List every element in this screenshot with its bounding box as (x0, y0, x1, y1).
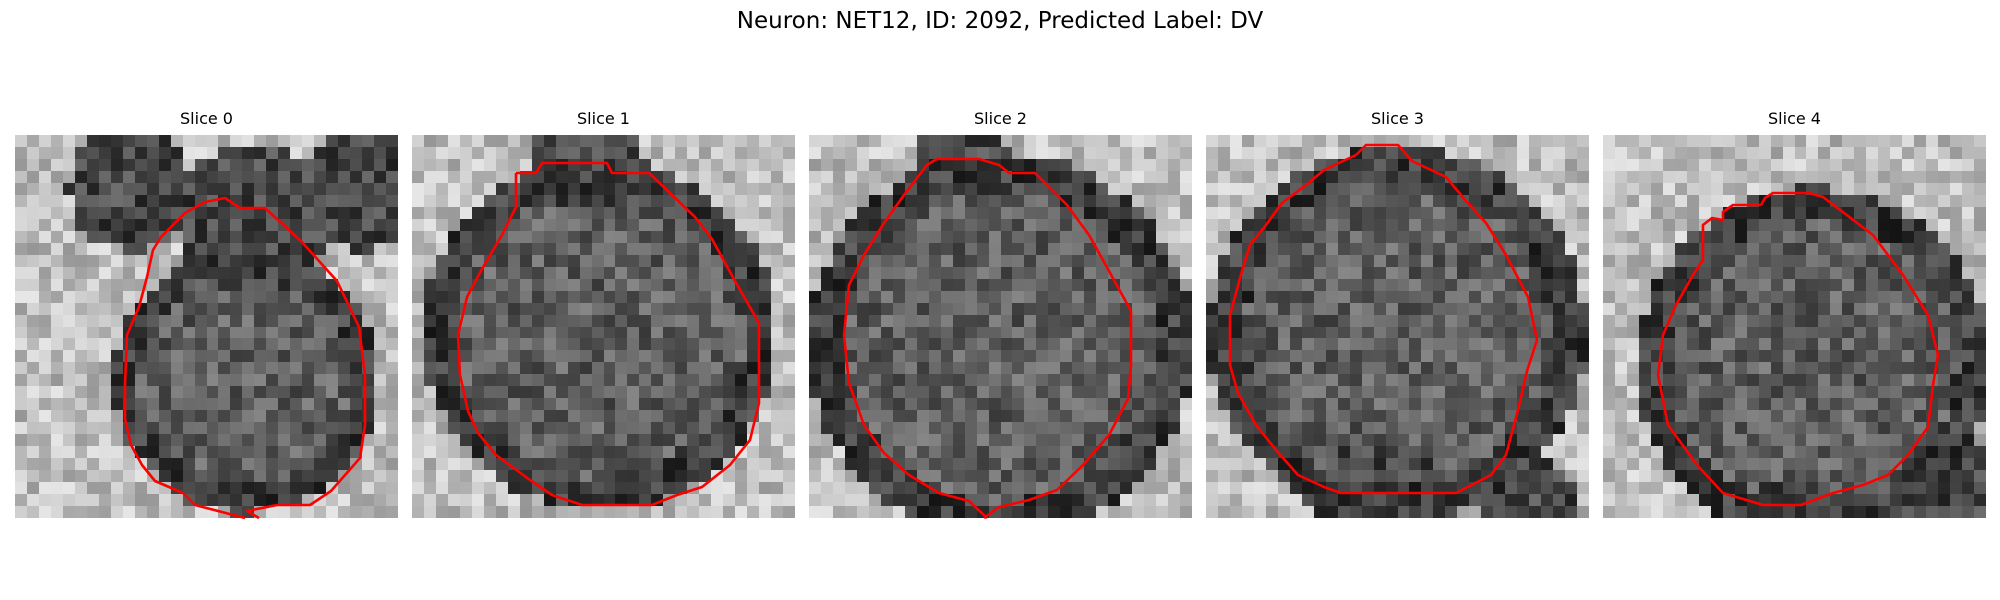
slice-panel-4: Slice 4 (1603, 108, 1986, 518)
slice-title-1: Slice 1 (577, 109, 630, 128)
slice-image-4 (1603, 135, 1986, 518)
grayscale-pixel-grid (1206, 135, 1589, 518)
segmentation-contour (456, 161, 761, 507)
slice-title-0: Slice 0 (180, 109, 233, 128)
slice-image-2 (809, 135, 1192, 520)
grayscale-pixel-grid (15, 135, 398, 518)
segmentation-contour (1228, 143, 1539, 495)
segmentation-contour (1656, 191, 1940, 507)
segmentation-contour (842, 157, 1133, 520)
grayscale-pixel-grid (809, 135, 1192, 518)
slice-panel-0: Slice 0 (15, 108, 398, 520)
slice-image-3 (1206, 135, 1589, 518)
slice-panel-3: Slice 3 (1206, 108, 1589, 518)
grayscale-pixel-grid (1603, 135, 1986, 518)
slice-title-4: Slice 4 (1768, 109, 1821, 128)
slice-panel-2: Slice 2 (809, 108, 1192, 520)
grayscale-pixel-grid (412, 135, 795, 518)
figure-title: Neuron: NET12, ID: 2092, Predicted Label… (736, 8, 1264, 34)
slice-title-3: Slice 3 (1371, 109, 1424, 128)
segmentation-contour (123, 196, 367, 520)
slice-panel-1: Slice 1 (412, 108, 795, 518)
slice-image-1 (412, 135, 795, 518)
slice-image-0 (15, 135, 398, 520)
slice-title-2: Slice 2 (974, 109, 1027, 128)
